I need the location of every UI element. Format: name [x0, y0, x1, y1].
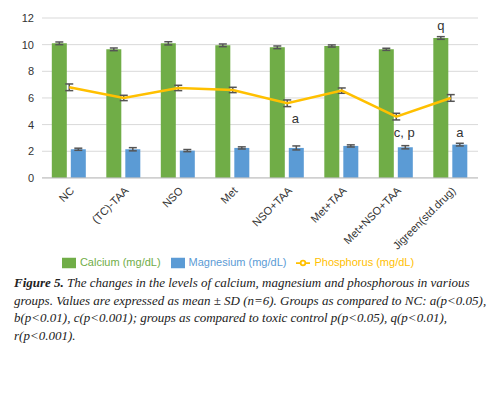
svg-text:NC: NC	[56, 184, 76, 204]
svg-text:4: 4	[28, 119, 34, 131]
html-text:Figure 5. The changes in the l: Figure 5. The changes in the levels of c…	[14, 275, 487, 343]
svg-text:0: 0	[28, 172, 34, 184]
svg-text:Jigreen(std.drug): Jigreen(std.drug)	[390, 184, 457, 251]
html-text:Phosphorus (mg/dL): Phosphorus (mg/dL)	[314, 255, 415, 268]
svg-text:Met+TAA: Met+TAA	[308, 184, 349, 225]
svg-text:a: a	[456, 125, 464, 140]
svg-text:Met: Met	[218, 184, 239, 205]
svg-text:(TC)-TAA: (TC)-TAA	[90, 184, 132, 226]
svg-text:NSO: NSO	[160, 184, 186, 210]
svg-text:2: 2	[28, 145, 34, 157]
svg-text:a: a	[292, 111, 300, 126]
svg-text:NSO+TAA: NSO+TAA	[250, 184, 295, 229]
svg-text:6: 6	[28, 92, 34, 104]
svg-text:Met+NSO+TAA: Met+NSO+TAA	[341, 184, 403, 246]
html-text:Magnesium (mg/dL): Magnesium (mg/dL)	[188, 255, 287, 268]
svg-text:c, p: c, p	[394, 125, 415, 140]
svg-text:12: 12	[22, 12, 34, 24]
svg-text:q: q	[437, 18, 444, 33]
svg-text:8: 8	[28, 65, 34, 77]
svg-text:10: 10	[22, 39, 34, 51]
html-text:Calcium (mg/dL): Calcium (mg/dL)	[79, 255, 161, 268]
